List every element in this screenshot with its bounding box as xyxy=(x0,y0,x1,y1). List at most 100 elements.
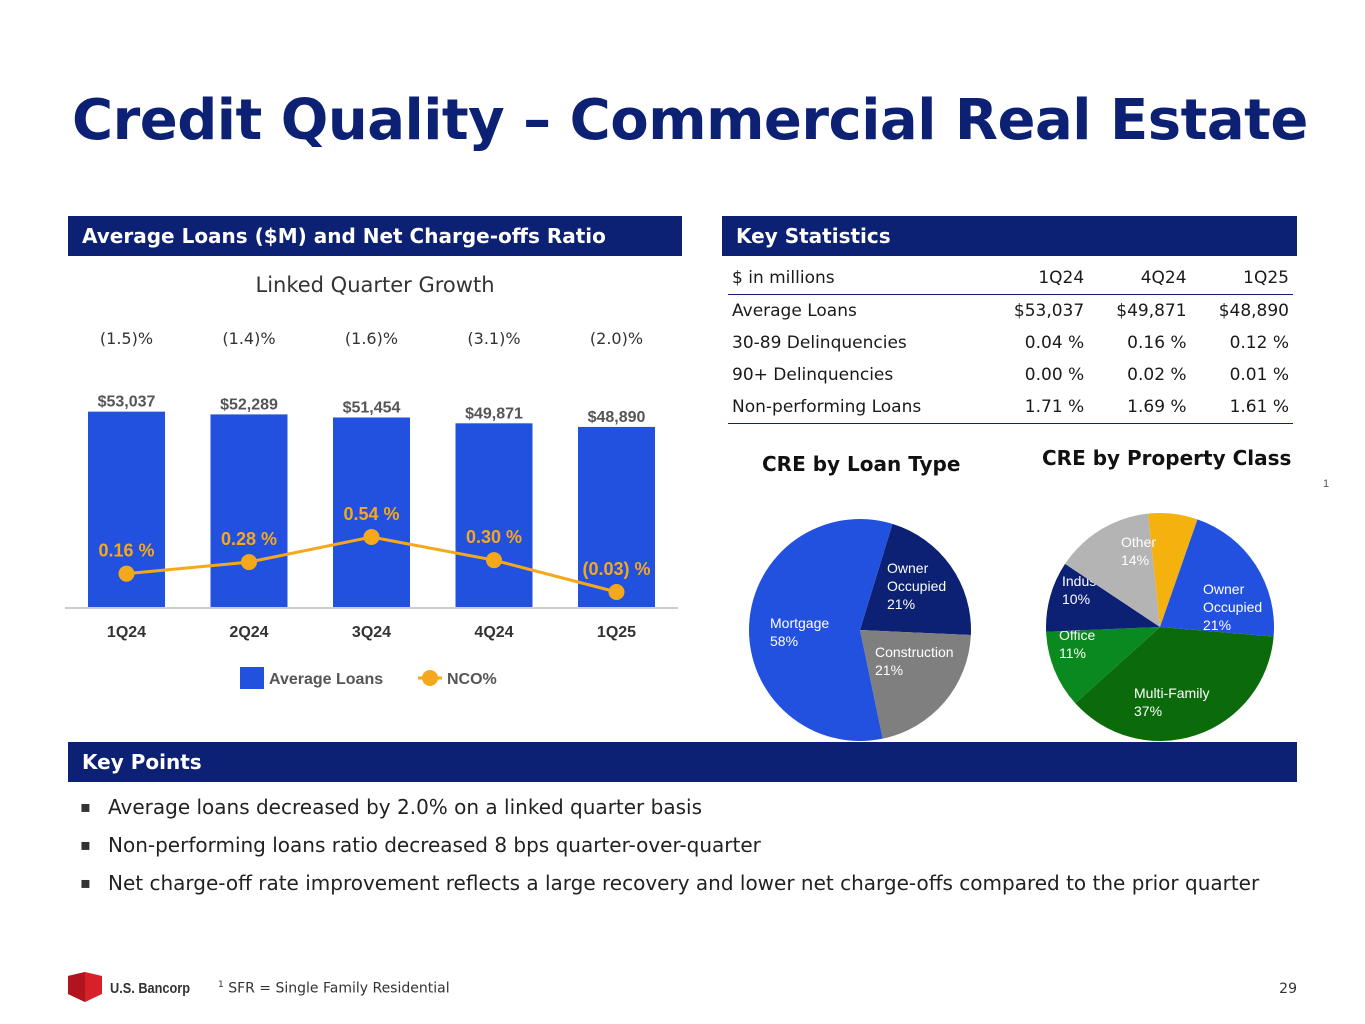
table-row: 90+ Delinquencies 0.00 % 0.02 % 0.01 % xyxy=(728,359,1293,391)
growth-label: (3.1)% xyxy=(467,329,520,348)
key-points-list: Average loans decreased by 2.0% on a lin… xyxy=(80,794,1259,908)
loan-bar xyxy=(210,414,288,607)
table-cell: $49,871 xyxy=(1116,301,1187,321)
pie-property-class-title: CRE by Property Class xyxy=(1042,446,1292,470)
legend-label-nco: NCO% xyxy=(447,671,497,688)
legend-swatch-nco xyxy=(422,670,438,686)
pie-slice-label: Multi-Family xyxy=(1134,685,1209,701)
table-cell: 0.16 % xyxy=(1127,333,1187,353)
nco-value-label: (0.03) % xyxy=(582,559,650,579)
table-cell: 90+ Delinquencies xyxy=(732,365,894,385)
nco-point xyxy=(486,552,502,569)
footnote-marker: 1 xyxy=(218,980,224,990)
page-number: 29 xyxy=(1279,981,1297,997)
table-cell: 30-89 Delinquencies xyxy=(732,333,907,353)
pie-slice xyxy=(1046,563,1160,632)
logo-text: U.S. Bancorp xyxy=(110,980,191,997)
pie-slice-pct: 21% xyxy=(887,596,915,612)
pie-slice-label: Occupied xyxy=(1203,599,1262,615)
pie-slice-label: Office xyxy=(1059,627,1096,643)
pie-slice-label: SFR Construction xyxy=(1190,483,1309,499)
pie-slice xyxy=(1065,513,1160,627)
pie-slice-pct: 58% xyxy=(770,633,798,649)
loan-bar xyxy=(333,417,410,607)
bar-value-label: $52,289 xyxy=(220,396,278,413)
nco-value-label: 0.30 % xyxy=(466,527,522,547)
table-cell: 1.71 % xyxy=(985,391,1089,424)
nco-point xyxy=(241,554,257,571)
table-row: 30-89 Delinquencies 0.04 % 0.16 % 0.12 % xyxy=(728,327,1293,359)
key-point-item: Average loans decreased by 2.0% on a lin… xyxy=(80,794,1259,832)
pie-slice xyxy=(749,519,893,741)
chart-banner: Average Loans ($M) and Net Charge-offs R… xyxy=(68,216,682,256)
us-bancorp-shield-logo xyxy=(68,972,102,1002)
table-cell: 0.00 % xyxy=(1024,365,1085,385)
nco-point xyxy=(118,565,135,582)
key-statistics-table: $ in millions 1Q24 4Q24 1Q25 Average Loa… xyxy=(728,262,1293,424)
pie-slice-pct: 14% xyxy=(1121,552,1149,568)
pie-slice xyxy=(1075,627,1274,741)
table-cell: 0.04 % xyxy=(1024,333,1085,353)
category-label: 1Q24 xyxy=(107,624,146,641)
nco-point xyxy=(608,584,625,600)
pie-property-class-chart: SFR Construction 7% Owner Occupied 21% Multi-… xyxy=(1046,478,1329,741)
table-row: Average Loans $53,037 $49,871 $48,890 xyxy=(728,295,1293,328)
table-cell: 1.69 % xyxy=(1088,391,1191,424)
pie-slice xyxy=(860,523,971,636)
pie-slice-pct: 11% xyxy=(1059,645,1086,661)
pie-slice xyxy=(1046,627,1160,704)
pie-slice-pct: 7% xyxy=(1190,501,1211,517)
pie-slice-pct: 10% xyxy=(1062,591,1090,607)
loans-nco-chart: (1.5)% $53,037 1Q24 (1.4)% $52,289 2Q24 (1.6)%… xyxy=(65,329,678,689)
nco-value-label: 0.28 % xyxy=(221,529,277,549)
bar-value-label: $51,454 xyxy=(343,399,401,416)
pie-slice-pct: 37% xyxy=(1134,703,1162,719)
growth-label: (1.5)% xyxy=(100,329,153,348)
bar-value-label: $53,037 xyxy=(98,394,156,411)
table-row: Non-performing Loans 1.71 % 1.69 % 1.61 … xyxy=(728,391,1293,424)
key-point-item: Net charge-off rate improvement reflects… xyxy=(80,870,1259,908)
footnote-marker: 1 xyxy=(1323,478,1329,490)
pie-slice-pct: 21% xyxy=(1203,617,1231,633)
pie-slice xyxy=(860,630,971,739)
footnote: 1 SFR = Single Family Residential xyxy=(218,980,450,997)
pie-slice-label: Other xyxy=(1121,534,1156,550)
key-points-banner: Key Points xyxy=(68,742,1297,782)
category-label: 2Q24 xyxy=(229,624,268,641)
table-header-row: $ in millions 1Q24 4Q24 1Q25 xyxy=(728,262,1293,295)
table-cell: 0.01 % xyxy=(1229,365,1289,385)
bar-value-label: $49,871 xyxy=(465,405,523,422)
table-header-cell: 4Q24 xyxy=(1088,262,1191,295)
legend-swatch-loans xyxy=(240,667,264,689)
key-point-item: Non-performing loans ratio decreased 8 b… xyxy=(80,832,1259,870)
table-cell: 0.12 % xyxy=(1229,333,1289,353)
category-label: 1Q25 xyxy=(597,624,636,641)
table-header-cell: 1Q24 xyxy=(985,262,1089,295)
key-statistics-banner: Key Statistics xyxy=(722,216,1297,256)
table-cell: $48,890 xyxy=(1218,301,1289,321)
pie-slice-pct: 21% xyxy=(875,662,903,678)
pie-slice-label: Construction xyxy=(875,644,954,660)
pie-slice-label: Occupied xyxy=(887,578,946,594)
pie-slice-label: Owner xyxy=(887,560,929,576)
growth-label: (1.4)% xyxy=(222,329,275,348)
pie-slice xyxy=(1148,513,1198,627)
table-cell: Non-performing Loans xyxy=(728,391,986,424)
table-header-cell: $ in millions xyxy=(728,262,986,295)
nco-value-label: 0.54 % xyxy=(343,504,399,524)
loan-bar xyxy=(578,426,655,607)
table-cell: Average Loans xyxy=(732,301,857,321)
pie-slice xyxy=(1160,519,1274,637)
category-label: 4Q24 xyxy=(474,624,513,641)
table-cell: 1.61 % xyxy=(1190,391,1293,424)
nco-point xyxy=(363,529,380,545)
nco-value-label: 0.16 % xyxy=(98,541,154,561)
loan-bar xyxy=(455,423,533,607)
pie-slice-label: Owner xyxy=(1203,581,1245,597)
category-label: 3Q24 xyxy=(352,624,391,641)
table-header-cell: 1Q25 xyxy=(1190,262,1293,295)
footnote-text: SFR = Single Family Residential xyxy=(228,980,450,997)
legend-label-loans: Average Loans xyxy=(269,671,383,688)
bar-value-label: $48,890 xyxy=(588,409,646,426)
pie-slice-label: Mortgage xyxy=(770,615,829,631)
